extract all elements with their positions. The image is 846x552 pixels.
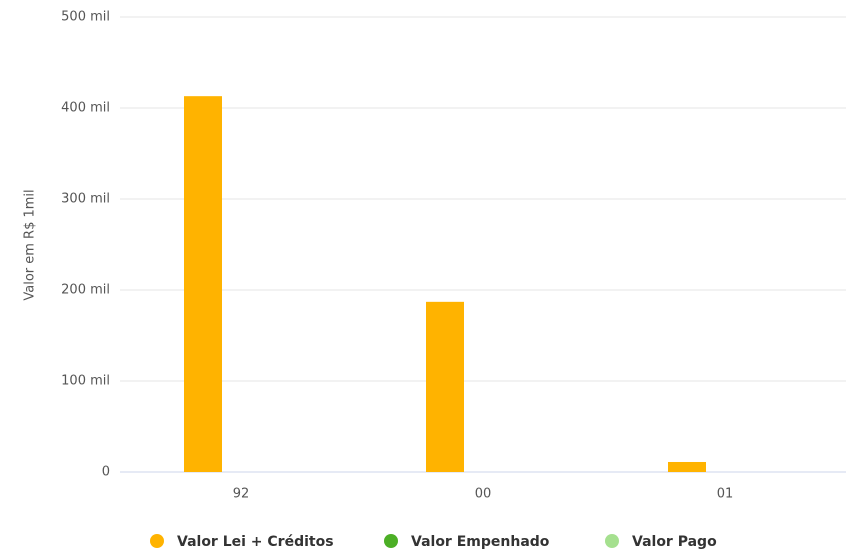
y-tick-label: 100 mil: [61, 374, 110, 389]
y-tick-label: 200 mil: [61, 283, 110, 298]
y-tick-label: 500 mil: [61, 10, 110, 25]
y-tick-label: 400 mil: [61, 101, 110, 116]
x-tick-label: 00: [475, 487, 492, 502]
y-tick-label: 300 mil: [61, 192, 110, 207]
y-tick-label: 0: [102, 465, 110, 480]
x-tick-label: 92: [233, 487, 250, 502]
legend-marker: [384, 534, 398, 548]
legend-label: Valor Pago: [632, 534, 717, 550]
bar: [668, 461, 706, 472]
bar: [426, 301, 464, 472]
legend-label: Valor Empenhado: [411, 534, 550, 550]
bar: [184, 96, 222, 473]
legend-marker: [150, 534, 164, 548]
legend-marker: [605, 534, 619, 548]
legend-label: Valor Lei + Créditos: [177, 534, 334, 550]
y-axis-label: Valor em R$ 1mil: [23, 189, 38, 300]
x-tick-label: 01: [717, 487, 734, 502]
